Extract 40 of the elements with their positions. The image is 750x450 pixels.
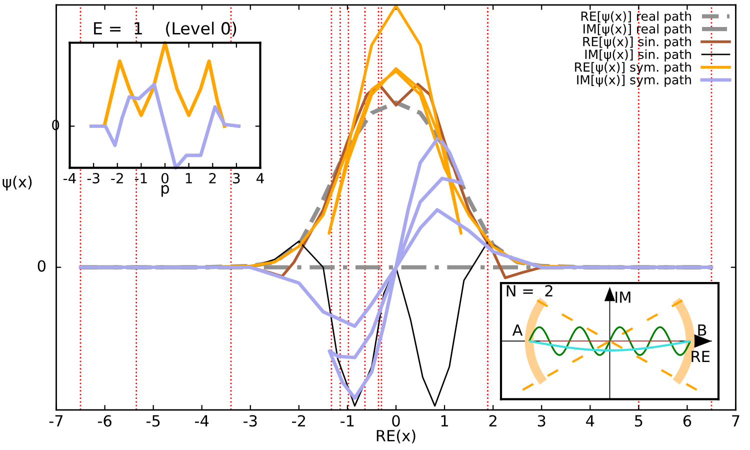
x-tick-label: 0 <box>161 172 168 184</box>
x-tick-label: 4 <box>586 415 594 426</box>
x-axis-title: p <box>162 185 170 197</box>
x-tick-label: -3 <box>87 172 100 184</box>
chart-title: E = 1 (Level 0) <box>94 22 236 37</box>
x-tick-label: -4 <box>64 173 76 184</box>
x-tick-label: 0 <box>392 415 400 427</box>
annotation: N = 2 <box>506 285 552 296</box>
legend-label: IM[ψ(x)] sym. path <box>577 74 691 87</box>
legend-label: RE[ψ(x)] sym. path <box>575 62 691 74</box>
legend-label: RE[ψ(x)] sin. path <box>583 36 691 49</box>
annotation: B <box>698 324 706 336</box>
x-tick-label: -1 <box>340 415 354 426</box>
annotation: RE <box>692 350 710 362</box>
x-tick-label: 2 <box>489 415 496 426</box>
x-tick-label: 4 <box>256 173 264 184</box>
x-tick-label: 7 <box>732 415 740 426</box>
x-tick-label: 5 <box>635 415 642 427</box>
x-tick-label: 1 <box>441 415 448 426</box>
annotation: A <box>512 324 523 336</box>
x-tick-label: -6 <box>98 415 112 427</box>
text: 0 <box>38 260 46 272</box>
x-tick-label: -3 <box>244 415 257 427</box>
legend-label: RE[ψ(x)] real path <box>581 11 691 24</box>
x-tick-label: -2 <box>292 415 306 426</box>
legend-label: IM[ψ(x)] sin. path <box>585 49 691 62</box>
x-tick-label: -7 <box>49 415 63 426</box>
legend-label: IM[ψ(x)] real path <box>584 24 691 36</box>
y-axis-title: ψ(x) <box>2 176 32 191</box>
x-tick-label: -5 <box>146 415 160 427</box>
x-tick-label: 3 <box>538 415 546 427</box>
x-tick-label: 6 <box>683 415 692 427</box>
x-axis-title: RE(x) <box>376 430 416 444</box>
annotation: IM <box>616 292 630 303</box>
x-tick-label: 1 <box>186 173 192 184</box>
x-tick-label: -2 <box>111 172 123 184</box>
x-tick-label: 2 <box>209 172 216 184</box>
x-tick-label: -1 <box>134 173 147 184</box>
x-tick-label: -4 <box>194 415 209 426</box>
x-tick-label: 3 <box>233 172 240 184</box>
